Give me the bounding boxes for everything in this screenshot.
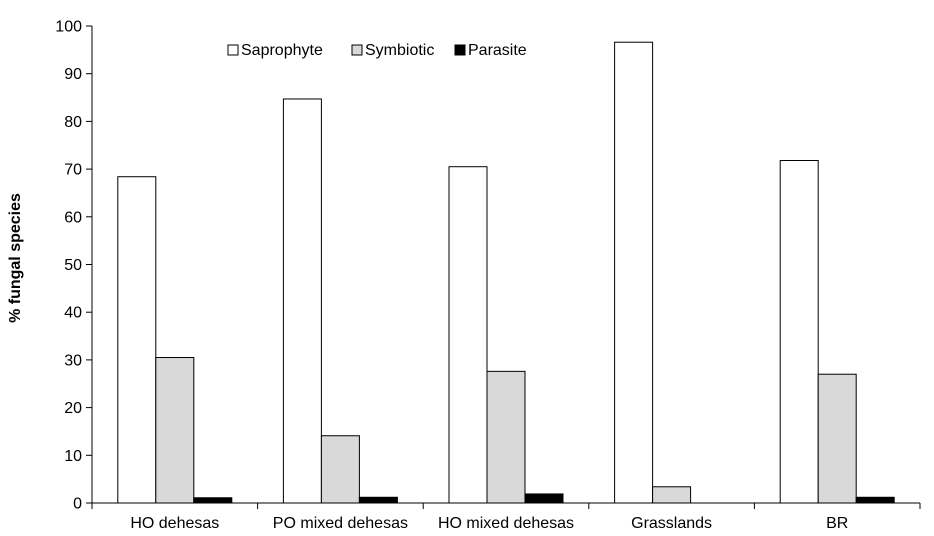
- y-tick-label: 20: [64, 400, 82, 417]
- bar-saprophyte: [117, 176, 157, 504]
- y-tick-label: 30: [64, 352, 82, 369]
- x-tick-label: PO mixed dehesas: [273, 515, 408, 532]
- bar-symbiotic: [817, 373, 857, 504]
- bar-symbiotic: [486, 370, 526, 504]
- bar-symbiotic: [155, 357, 195, 504]
- bar-parasite: [855, 496, 895, 504]
- bar-symbiotic: [652, 486, 692, 504]
- plot-area: 0 10 20 30 40 50 60 70 80 90 100 HO dehesas PO mixed…: [55, 19, 921, 532]
- y-tick-label: 60: [64, 209, 82, 226]
- bar-parasite: [524, 493, 564, 504]
- legend-swatch-parasite: [454, 44, 466, 56]
- y-tick-label: 100: [55, 19, 82, 36]
- legend: Saprophyte Symbiotic Parasite: [227, 42, 527, 59]
- x-tick-label: Grasslands: [631, 515, 712, 532]
- x-tick-label: HO mixed dehesas: [438, 515, 574, 532]
- bar-saprophyte: [282, 98, 322, 504]
- legend-label-saprophyte: Saprophyte: [241, 42, 323, 59]
- y-tick-label: 0: [73, 496, 82, 513]
- y-tick-label: 50: [64, 257, 82, 274]
- legend-swatch-saprophyte: [227, 44, 239, 56]
- x-tick-label: BR: [826, 515, 848, 532]
- x-tick-label: HO dehesas: [130, 515, 219, 532]
- y-tick-label: 40: [64, 305, 82, 322]
- bar-saprophyte: [614, 41, 654, 504]
- bar-parasite: [358, 496, 398, 504]
- y-tick-label: 80: [64, 114, 82, 131]
- bar-symbiotic: [320, 435, 360, 504]
- y-tick-label: 90: [64, 66, 82, 83]
- y-axis-title: % fungal species: [7, 193, 24, 323]
- bar-parasite: [193, 497, 233, 504]
- y-tick-label: 70: [64, 162, 82, 179]
- legend-swatch-symbiotic: [351, 44, 363, 56]
- bar-saprophyte: [779, 160, 819, 504]
- legend-label-symbiotic: Symbiotic: [365, 42, 434, 59]
- legend-label-parasite: Parasite: [468, 42, 527, 59]
- bar-saprophyte: [448, 166, 488, 504]
- y-tick-label: 10: [64, 448, 82, 465]
